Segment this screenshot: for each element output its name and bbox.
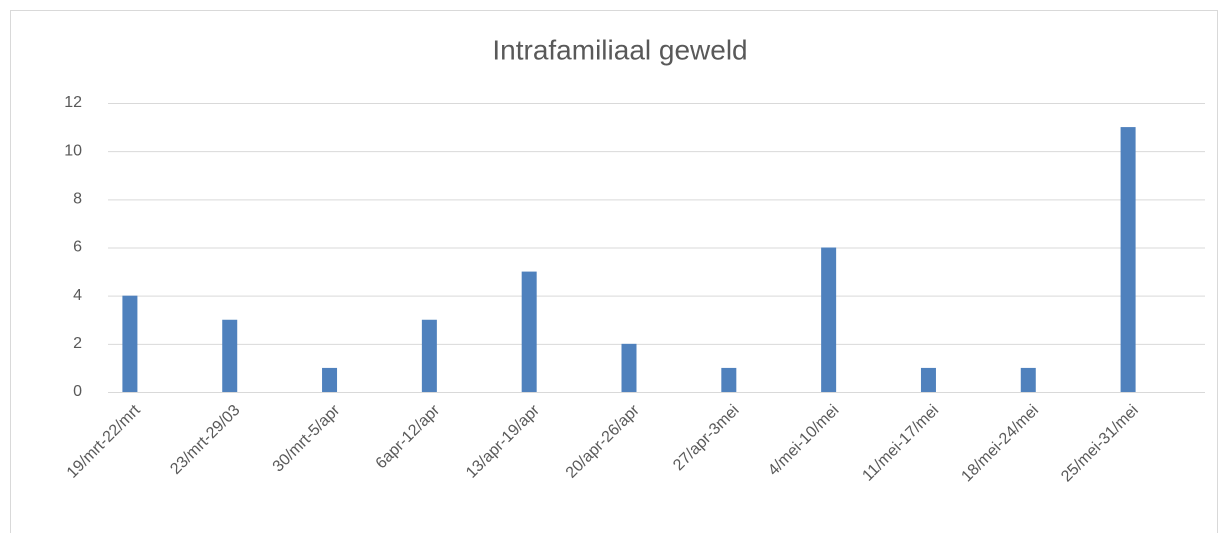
- chart-title: Intrafamiliaal geweld: [492, 34, 747, 65]
- x-tick-label: 13/apr-19/apr: [463, 401, 543, 481]
- x-tick-label: 11/mei-17/mei: [859, 402, 942, 485]
- y-tick-label: 2: [73, 335, 82, 352]
- bar: [721, 367, 737, 392]
- x-tick-label: 25/mei-31/mei: [1058, 402, 1142, 486]
- y-tick-label: 4: [73, 287, 82, 304]
- bar: [1120, 127, 1136, 392]
- x-tick-label: 6apr-12/apr: [373, 401, 444, 472]
- bar: [1020, 367, 1036, 392]
- bar: [322, 367, 338, 392]
- y-tick-label: 6: [73, 239, 82, 256]
- bar: [421, 319, 437, 392]
- bar: [621, 343, 637, 392]
- x-tick-label: 30/mrt-5/apr: [270, 401, 344, 475]
- x-tick-label: 18/mei-24/mei: [958, 402, 1042, 486]
- bar: [821, 247, 837, 392]
- y-tick-label: 10: [64, 142, 82, 159]
- y-tick-label: 12: [64, 94, 82, 111]
- x-tick-label: 23/mrt-29/03: [167, 402, 243, 478]
- chart-border: [10, 10, 1218, 533]
- bar: [122, 295, 138, 392]
- y-tick-label: 8: [73, 191, 82, 208]
- x-tick-label: 4/mei-10/mei: [765, 402, 842, 479]
- x-tick-label: 19/mrt-22/mrt: [64, 401, 144, 481]
- bar: [521, 271, 537, 392]
- x-tick-label: 27/apr-3mei: [670, 402, 742, 474]
- x-tick-label: 20/apr-26/apr: [563, 401, 643, 481]
- bar: [222, 319, 238, 392]
- y-tick-label: 0: [73, 383, 82, 400]
- bar: [920, 367, 936, 392]
